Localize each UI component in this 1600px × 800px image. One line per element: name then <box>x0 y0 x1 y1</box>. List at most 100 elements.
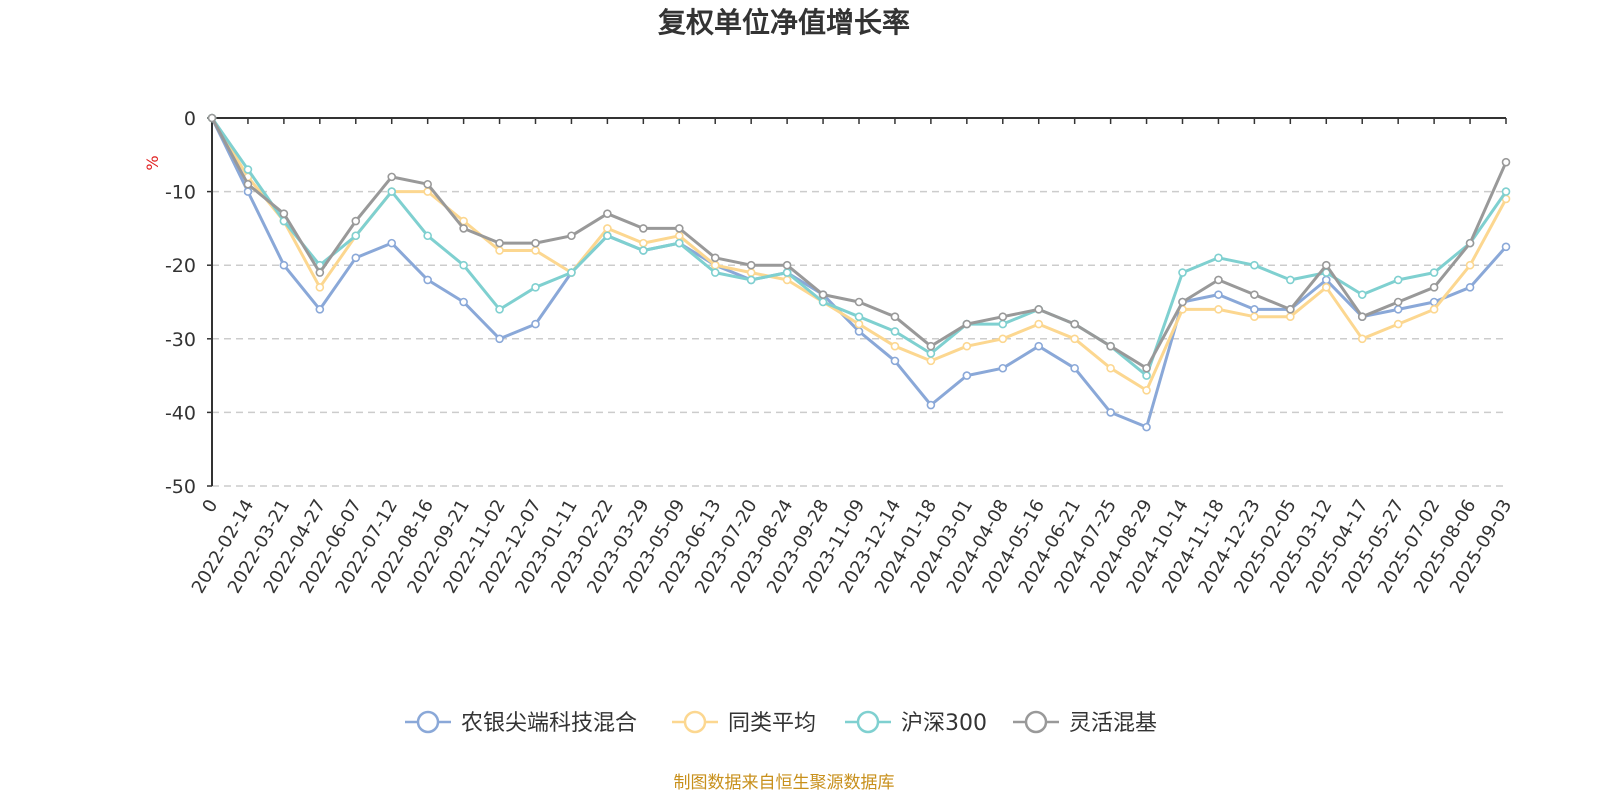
data-point <box>243 179 253 189</box>
legend-marker <box>1024 710 1048 734</box>
data-point <box>567 268 576 277</box>
data-point <box>818 297 828 307</box>
data-point <box>926 356 936 366</box>
data-point <box>746 275 756 285</box>
legend-marker <box>416 710 440 734</box>
data-point <box>926 341 936 351</box>
data-point <box>315 305 325 314</box>
data-point <box>1178 268 1187 277</box>
data-point <box>1321 275 1331 285</box>
data-point <box>1321 282 1331 292</box>
grid-lines <box>212 190 1506 487</box>
data-point <box>1250 305 1259 314</box>
data-point <box>890 356 900 366</box>
data-point <box>531 319 540 329</box>
data-point <box>1393 297 1403 307</box>
data-point <box>1034 319 1044 329</box>
data-point <box>1501 157 1511 167</box>
data-point <box>1034 341 1044 351</box>
y-tick-label: -50 <box>165 476 196 498</box>
data-point <box>1393 319 1403 329</box>
data-point <box>531 282 540 292</box>
data-point <box>639 246 648 255</box>
data-point <box>639 224 648 233</box>
data-point <box>1250 312 1259 322</box>
data-point <box>890 312 900 322</box>
legend-label: 灵活混基 <box>1069 711 1157 736</box>
data-point <box>495 246 504 255</box>
data-point <box>495 238 504 248</box>
legend-label: 沪深300 <box>901 711 987 736</box>
data-point <box>1106 408 1115 417</box>
data-point <box>998 312 1008 322</box>
data-point <box>423 231 432 241</box>
data-point <box>890 327 900 336</box>
data-point <box>279 260 289 270</box>
data-point <box>1142 371 1151 380</box>
data-point <box>782 260 792 270</box>
data-point <box>459 297 468 307</box>
data-point <box>710 268 720 277</box>
legend-marker <box>683 710 707 734</box>
data-point <box>1142 386 1151 395</box>
data-point <box>1357 312 1367 322</box>
data-point <box>1106 363 1115 373</box>
data-point <box>998 363 1008 373</box>
data-point <box>674 224 684 233</box>
data-point <box>782 268 792 277</box>
series-lines <box>207 113 1511 432</box>
data-point <box>459 224 468 233</box>
data-point <box>1465 260 1475 270</box>
data-point <box>315 282 325 292</box>
y-tick-label: -10 <box>165 182 196 204</box>
y-tick-label: -40 <box>165 402 196 424</box>
axes <box>207 117 1507 487</box>
data-point <box>531 238 540 248</box>
data-point <box>351 216 361 226</box>
data-point <box>567 231 576 241</box>
data-point <box>1286 275 1295 285</box>
data-point <box>1429 282 1439 292</box>
data-point <box>603 231 612 241</box>
data-point <box>1357 334 1367 344</box>
data-point <box>1178 297 1187 307</box>
data-point <box>1214 253 1223 263</box>
data-point <box>1070 334 1079 344</box>
data-point <box>1070 363 1079 373</box>
data-point <box>639 238 648 248</box>
data-point <box>603 224 612 233</box>
data-point <box>315 268 325 277</box>
source-note: 制图数据来自恒生聚源数据库 <box>674 773 895 793</box>
data-point <box>962 371 972 380</box>
data-point <box>1250 290 1259 299</box>
data-point <box>1501 187 1511 196</box>
data-point <box>962 341 972 351</box>
data-point <box>926 349 936 358</box>
y-axis-unit-label: % <box>143 155 162 170</box>
data-point <box>1393 275 1403 285</box>
data-point <box>387 172 397 182</box>
data-point <box>1357 290 1367 299</box>
data-point <box>1429 268 1439 277</box>
data-point <box>351 231 361 241</box>
y-tick-labels: 0 -10 -20 -30 -40 -50 <box>165 108 196 498</box>
data-point <box>1501 242 1511 252</box>
data-point <box>710 253 720 263</box>
data-point <box>495 305 504 314</box>
data-point <box>854 312 864 322</box>
data-point <box>746 268 756 277</box>
data-point <box>603 209 612 218</box>
data-point <box>243 187 253 196</box>
data-point <box>674 238 684 248</box>
data-point <box>1286 305 1295 314</box>
data-point <box>746 260 756 270</box>
data-point <box>1250 260 1259 270</box>
data-point <box>890 341 900 351</box>
x-tick-label: 0 <box>198 496 222 516</box>
data-point <box>818 290 828 299</box>
data-point <box>1034 305 1044 314</box>
data-point <box>1465 238 1475 248</box>
data-point <box>207 113 217 123</box>
data-point <box>710 260 720 270</box>
data-point <box>1142 363 1151 373</box>
